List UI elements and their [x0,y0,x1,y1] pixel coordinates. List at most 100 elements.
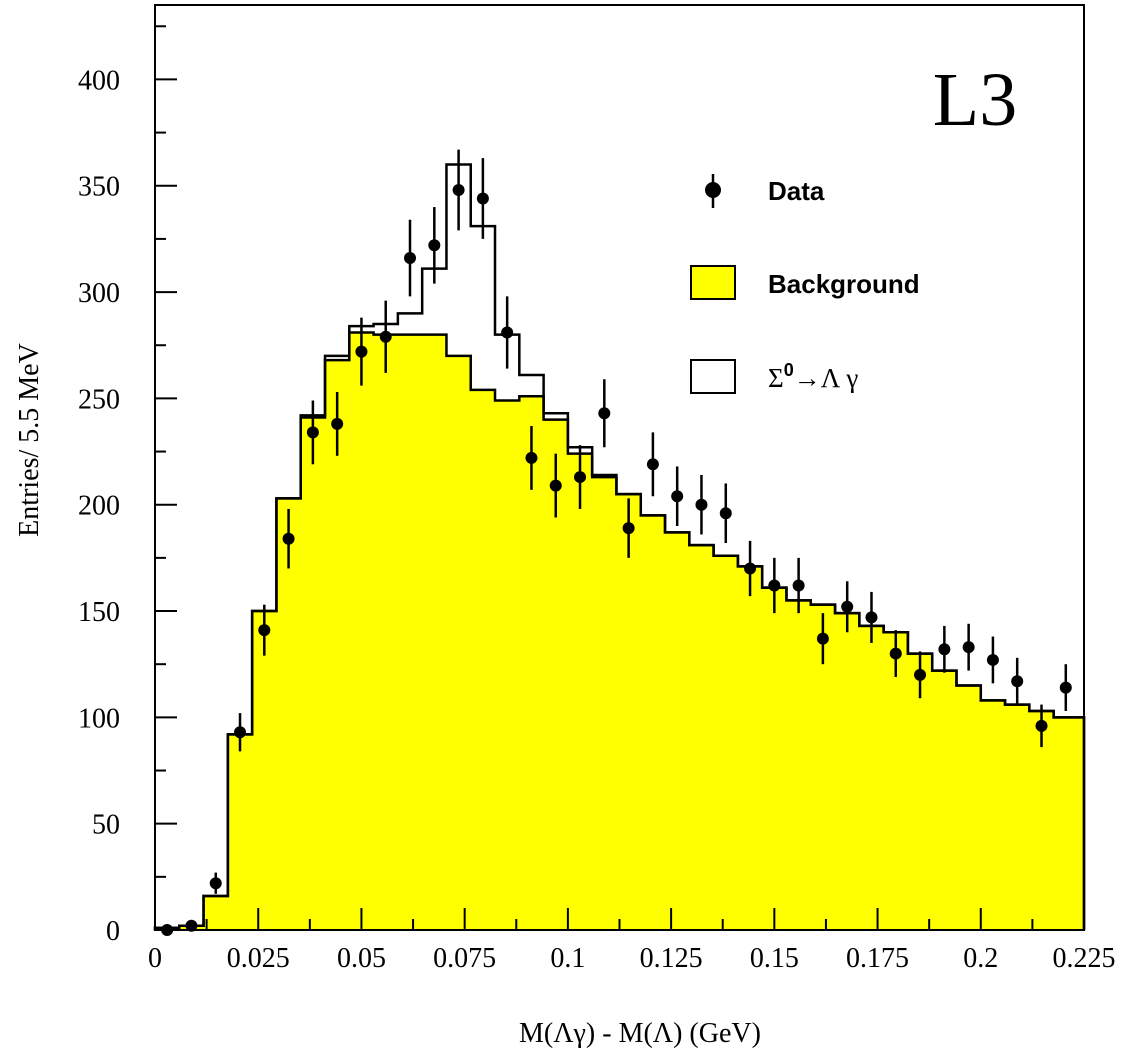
x-tick-label: 0.075 [433,943,496,974]
legend: Data Background Σ0→Λ γ [690,174,920,394]
data-point [646,432,659,497]
data-marker [379,330,392,343]
data-marker [258,624,271,637]
x-tick-label: 0.175 [846,943,909,974]
data-point [671,466,684,526]
y-tick-label: 400 [78,65,120,96]
data-point [962,623,975,671]
data-marker [914,668,927,681]
data-marker [744,562,757,575]
legend-background-swatch [690,265,736,300]
y-tick-label: 300 [78,278,120,309]
y-tick-label: 150 [78,597,120,628]
y-axis-title: Entries/ 5.5 MeV [14,343,45,537]
x-tick-label: 0.225 [1053,943,1116,974]
data-point [622,498,635,558]
data-marker [792,579,805,592]
data-point [1011,657,1024,705]
data-point [549,453,562,518]
legend-signal-symbol: Σ [768,363,784,393]
data-point [501,296,514,369]
data-marker [768,579,781,592]
x-tick-label: 0.15 [750,943,799,974]
data-marker [841,600,854,613]
data-point [574,445,587,509]
data-marker [574,471,587,484]
legend-signal-superscript: 0 [784,360,794,380]
data-marker [598,407,611,420]
data-marker [306,426,319,439]
data-point [792,557,805,614]
data-marker [695,498,708,511]
data-marker [962,641,975,654]
x-tick-label: 0.1 [550,943,585,974]
y-tick-label: 100 [78,703,120,734]
data-marker [234,726,247,739]
data-marker [622,522,635,535]
data-point [525,426,538,490]
data-marker [282,532,295,545]
data-point [695,474,708,535]
data-point [282,508,295,569]
total-outline [153,163,1086,930]
data-marker [1035,719,1048,732]
data-marker [1059,681,1072,694]
y-tick-label: 50 [92,810,120,841]
data-point [719,483,732,543]
data-marker [889,647,902,660]
data-point [744,540,757,597]
data-point [1059,664,1072,711]
data-marker [525,451,538,464]
data-point [816,613,829,665]
data-point [452,149,465,231]
total-histogram [153,163,1086,930]
x-tick-label: 0.025 [227,943,290,974]
data-marker [865,611,878,624]
data-point [986,636,999,684]
data-marker [501,326,514,339]
data-point [428,207,441,284]
data-point [768,557,781,614]
x-axis-title: M(Λγ) - M(Λ) (GeV) [519,1018,761,1049]
background-fill [155,332,1084,930]
data-marker [1011,675,1024,688]
experiment-label: L3 [933,58,1017,142]
data-marker [331,417,344,430]
y-tick-label: 350 [78,172,120,203]
data-marker [355,345,368,358]
data-marker [549,479,562,492]
data-marker [452,184,465,196]
data-point [234,713,247,752]
data-point [209,872,222,894]
data-point [889,630,902,677]
data-marker [719,507,732,520]
legend-signal-rest: →Λ γ [794,363,859,393]
legend-signal-swatch [690,359,736,394]
data-point [258,604,271,656]
data-marker [816,632,829,645]
data-marker [476,192,489,205]
x-tick-label: 0 [148,943,162,974]
data-point [865,591,878,643]
x-tick-label: 0.2 [963,943,998,974]
x-tick-label: 0.05 [337,943,386,974]
data-marker [986,653,999,666]
data-marker [185,919,198,932]
data-marker [938,643,951,656]
data-point [476,158,489,239]
data-marker [646,458,659,471]
legend-data-marker [705,174,721,208]
data-marker [428,239,441,252]
data-point [306,400,319,465]
data-point [355,317,368,386]
y-tick-label: 0 [106,916,120,947]
legend-data-label: Data [768,176,825,206]
data-point [1035,704,1048,748]
data-point [841,581,854,633]
x-tick-label: 0.125 [640,943,703,974]
x-axis: 0 0.025 0.05 0.075 0.1 0.125 0.15 0.175 0.2 0.225 [148,908,1116,974]
data-point [185,919,198,932]
data-marker [404,252,417,265]
data-point [331,392,344,456]
